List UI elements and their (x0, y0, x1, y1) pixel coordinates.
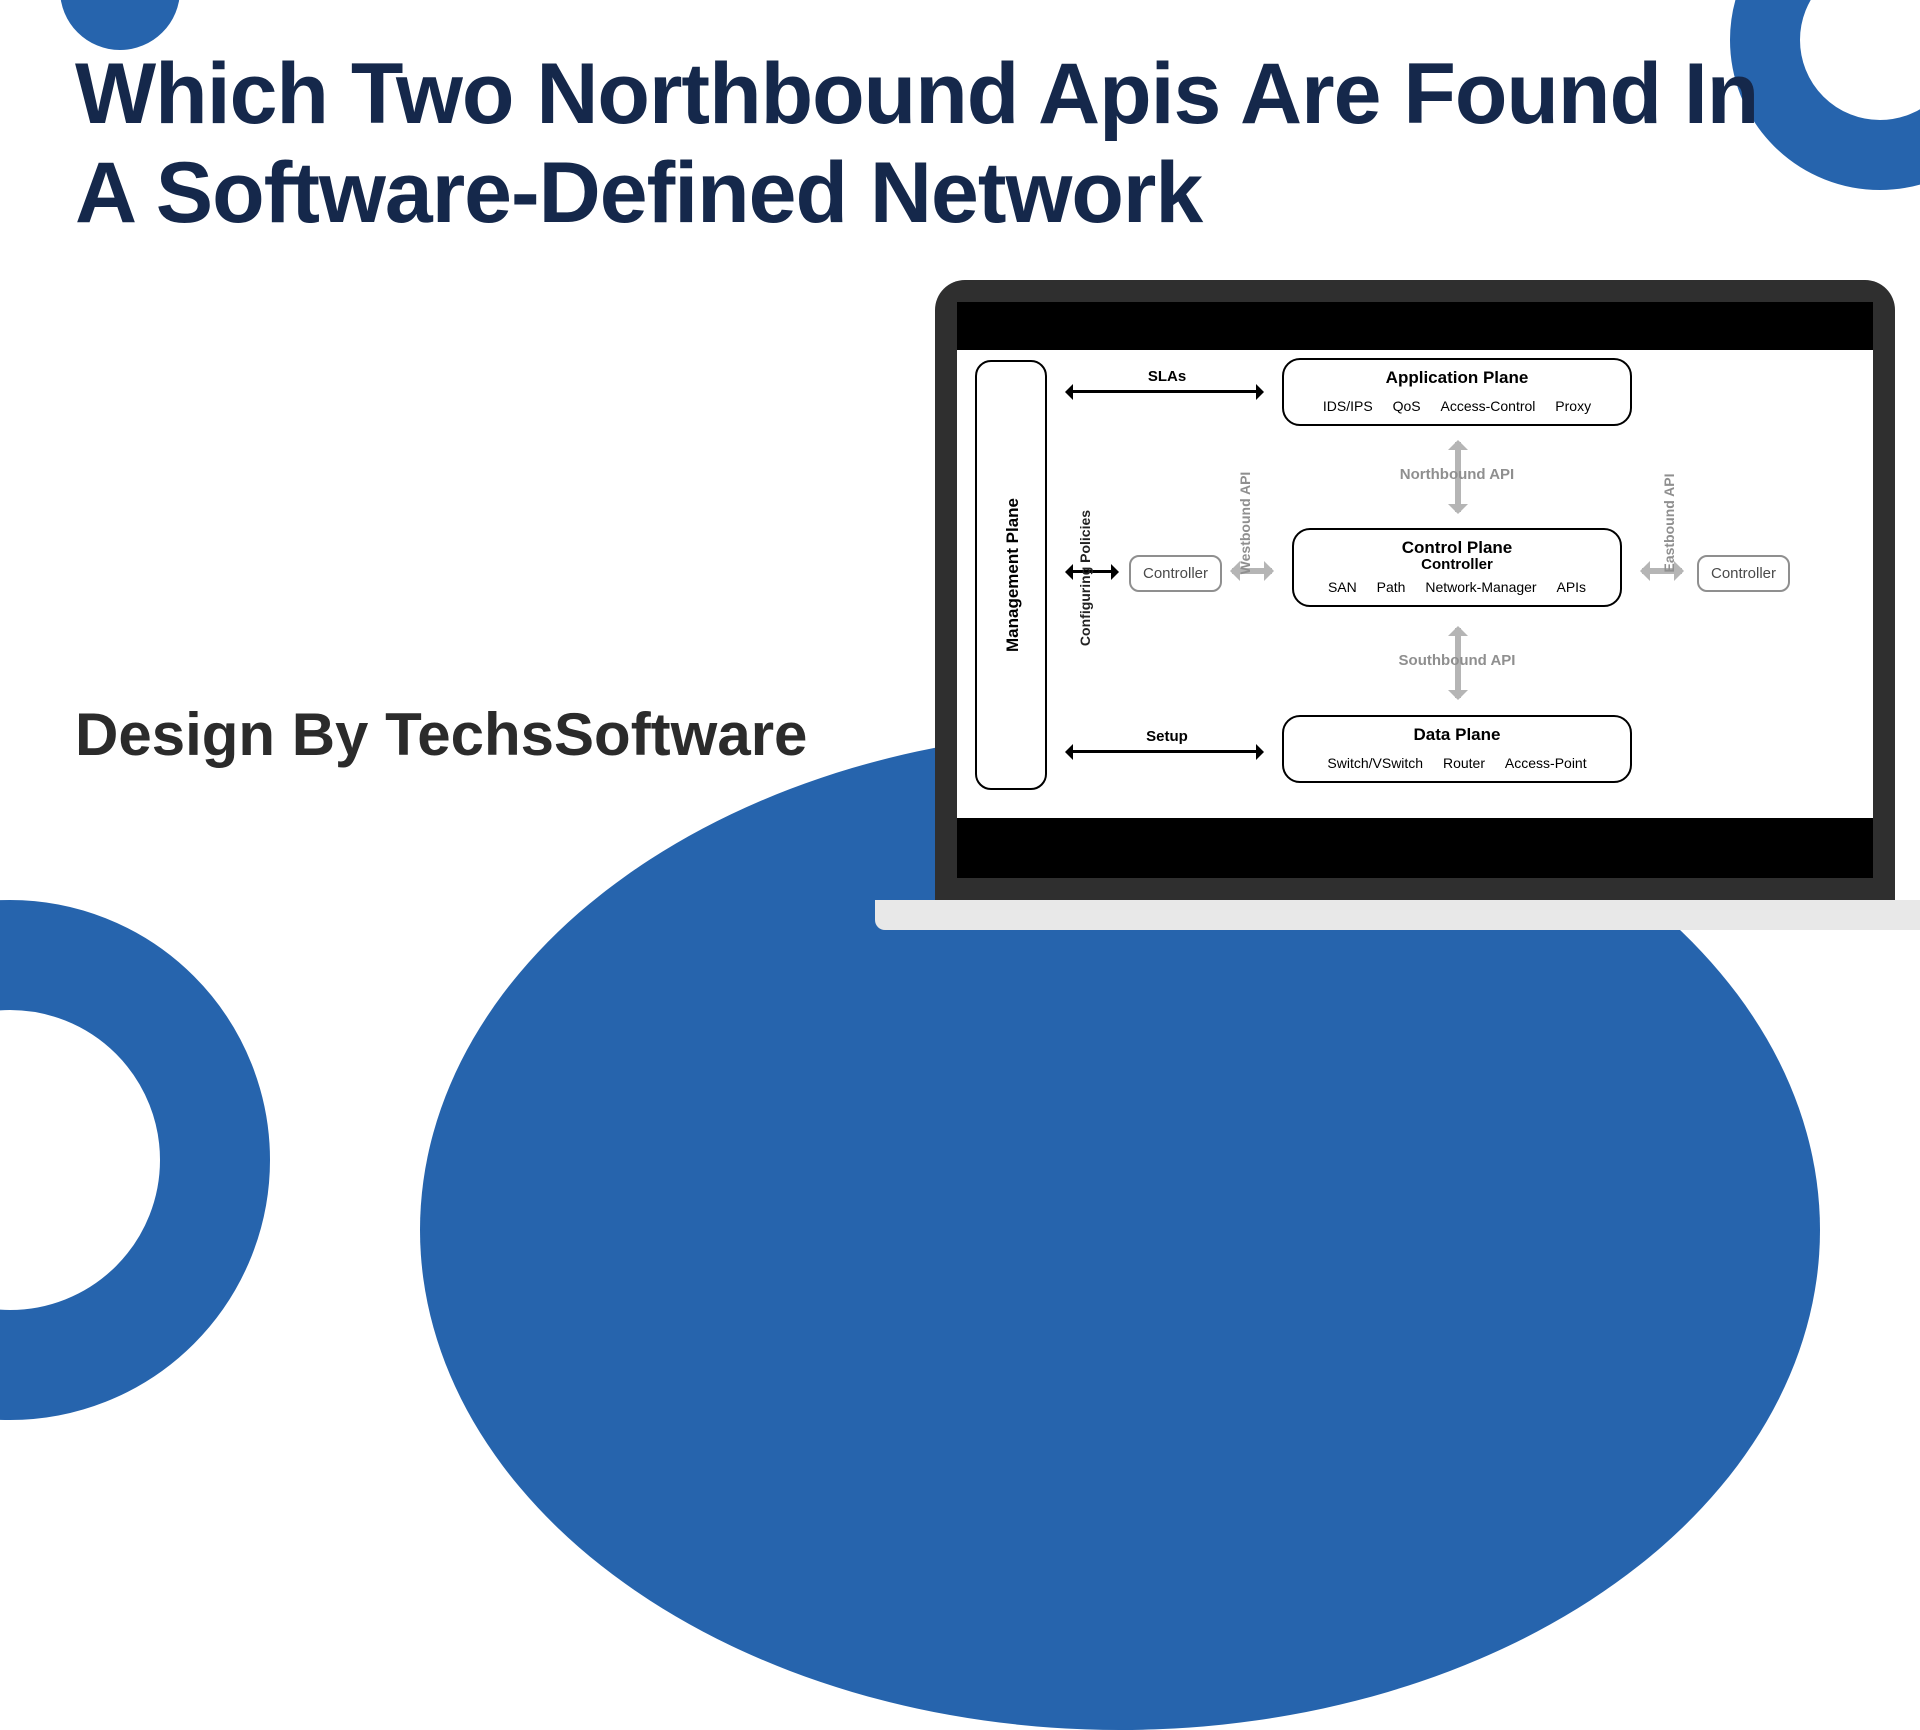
letterbox-top (957, 302, 1873, 350)
management-plane-label: Management Plane (1003, 498, 1023, 652)
eastbound-label: Eastbound API (1661, 473, 1677, 572)
northbound-label: Northbound API (1400, 466, 1514, 483)
application-item: QoS (1393, 398, 1421, 414)
management-plane-box: Management Plane (975, 360, 1047, 790)
setup-label: Setup (1146, 728, 1188, 745)
laptop-screen: Management Plane SLAs Setup Configuring … (935, 280, 1895, 900)
decoration-ring-bottom (0, 900, 270, 1420)
application-item: Proxy (1555, 398, 1591, 414)
data-plane-box: Data Plane Switch/VSwitch Router Access-… (1282, 715, 1632, 783)
application-plane-title: Application Plane (1290, 368, 1624, 388)
application-item: Access-Control (1440, 398, 1535, 414)
data-item: Switch/VSwitch (1327, 755, 1423, 771)
control-plane-items: SAN Path Network-Manager APIs (1300, 579, 1614, 595)
design-by-credit: Design By TechsSoftware (75, 700, 807, 769)
page-title: Which Two Northbound Apis Are Found In A… (75, 45, 1775, 243)
application-plane-box: Application Plane IDS/IPS QoS Access-Con… (1282, 358, 1632, 426)
east-controller-label: Controller (1711, 565, 1776, 582)
letterbox-bottom (957, 818, 1873, 878)
east-controller-box: Controller (1697, 555, 1790, 592)
application-plane-items: IDS/IPS QoS Access-Control Proxy (1290, 398, 1624, 414)
laptop-base (875, 900, 1920, 930)
setup-arrow (1067, 750, 1262, 753)
west-controller-box: Controller (1129, 555, 1222, 592)
control-plane-title: Control Plane (1300, 538, 1614, 558)
data-item: Router (1443, 755, 1485, 771)
data-plane-items: Switch/VSwitch Router Access-Point (1290, 755, 1624, 771)
west-controller-label: Controller (1143, 565, 1208, 582)
laptop-inner: Management Plane SLAs Setup Configuring … (957, 302, 1873, 878)
data-item: Access-Point (1505, 755, 1587, 771)
control-item: Network-Manager (1425, 579, 1536, 595)
control-item: SAN (1328, 579, 1357, 595)
policies-label: Configuring Policies (1077, 510, 1093, 646)
slas-arrow (1067, 390, 1262, 393)
control-item: Path (1377, 579, 1406, 595)
laptop-mockup: Management Plane SLAs Setup Configuring … (910, 280, 1920, 930)
westbound-label: Westbound API (1237, 472, 1253, 575)
control-item: APIs (1556, 579, 1586, 595)
control-plane-box: Control Plane Controller SAN Path Networ… (1292, 528, 1622, 607)
slas-label: SLAs (1148, 368, 1186, 385)
control-plane-subtitle: Controller (1300, 556, 1614, 573)
decoration-circle (60, 0, 180, 50)
sdn-diagram: Management Plane SLAs Setup Configuring … (957, 350, 1873, 818)
data-plane-title: Data Plane (1290, 725, 1624, 745)
southbound-label: Southbound API (1399, 652, 1516, 669)
application-item: IDS/IPS (1323, 398, 1373, 414)
